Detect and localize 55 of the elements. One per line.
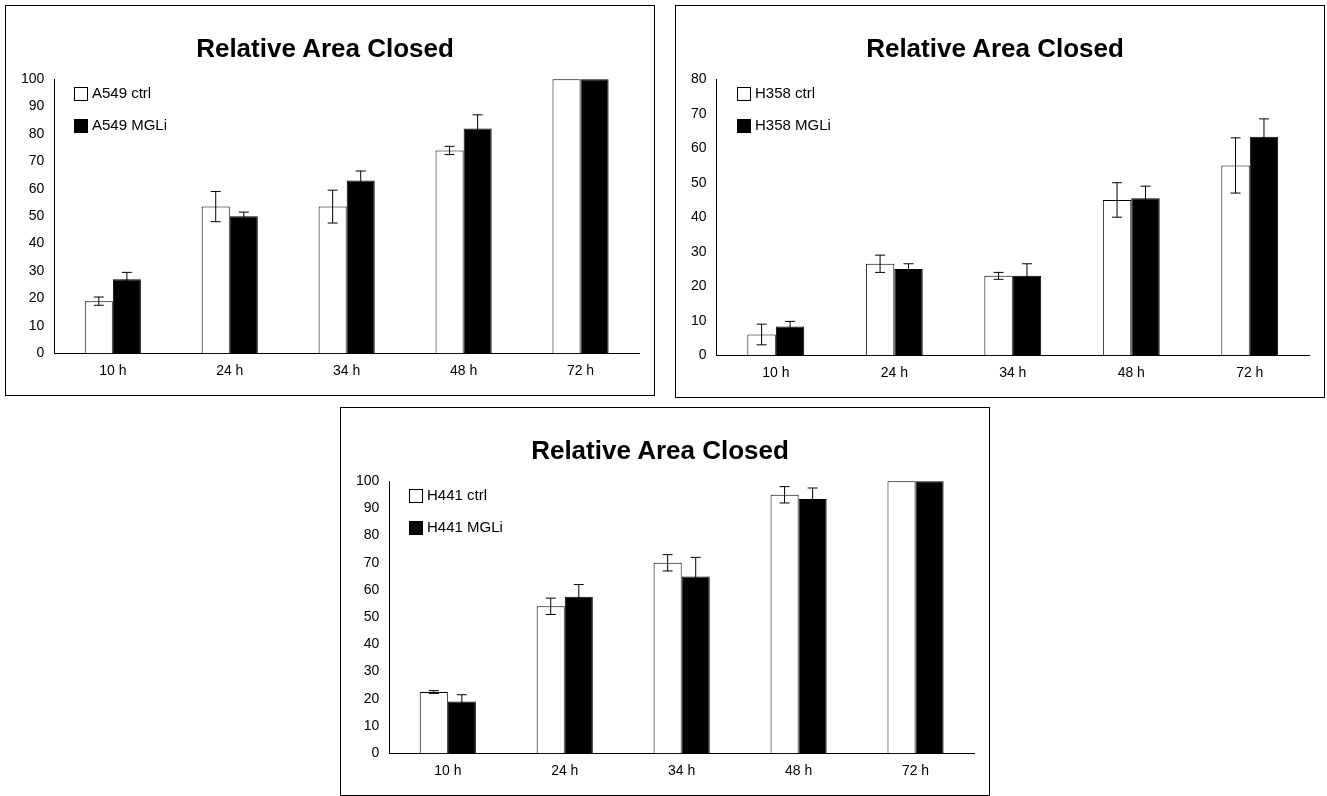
y-tick-label: 40 [28,234,45,251]
chart-title: Relative Area Closed [196,32,454,63]
x-tick-label: 24 h [880,364,908,381]
y-tick-label: 70 [363,553,380,570]
y-tick-label: 70 [690,104,707,121]
y-tick-label: 0 [36,344,45,361]
x-tick-label: 24 h [216,362,244,379]
x-tick-label: 48 h [449,362,478,379]
x-tick-label: 72 h [901,762,930,779]
x-tick-label: 34 h [999,364,1027,381]
y-tick-label: 10 [690,311,707,328]
y-tick-label: 20 [363,689,380,706]
chart-title: Relative Area Closed [531,434,789,465]
y-tick-label: 10 [363,716,380,733]
y-tick-label: 70 [28,152,45,169]
legend-label: H441 MGLi [427,518,503,536]
x-tick-label: 48 h [784,762,813,779]
y-tick-label: 100 [356,472,380,489]
y-tick-label: 50 [690,173,707,190]
x-tick-label: 10 h [99,362,127,379]
x-tick-label: 48 h [1117,364,1145,381]
x-tick-label: 24 h [551,762,579,779]
y-tick-label: 50 [363,608,380,625]
x-tick-label: 34 h [668,762,696,779]
y-tick-label: 0 [371,744,380,761]
y-tick-label: 60 [690,139,707,156]
chart-title: Relative Area Closed [866,32,1124,63]
y-tick-label: 60 [363,580,380,597]
x-tick-label: 10 h [434,762,462,779]
y-tick-label: 80 [690,70,707,87]
x-tick-label: 72 h [566,362,595,379]
y-tick-label: 30 [690,242,707,259]
y-tick-label: 40 [690,208,707,225]
y-tick-label: 60 [28,179,45,196]
legend-label: A549 ctrl [92,84,152,102]
x-tick-label: 34 h [333,362,361,379]
y-tick-label: 20 [690,277,707,294]
y-tick-label: 0 [698,346,707,363]
x-tick-label: 10 h [762,364,790,381]
y-tick-label: 20 [28,289,45,306]
y-tick-label: 40 [363,635,380,652]
y-tick-label: 80 [363,526,380,543]
y-tick-label: 30 [363,662,380,679]
y-tick-label: 30 [28,261,45,278]
y-tick-label: 90 [363,499,380,516]
legend-label: A549 MGLi [92,116,168,134]
legend-label: H358 ctrl [755,84,816,102]
y-tick-label: 10 [28,316,45,333]
y-tick-label: 50 [28,207,45,224]
legend-label: H358 MGLi [755,116,831,134]
legend-label: H441 ctrl [427,486,488,504]
x-tick-label: 72 h [1236,364,1264,381]
y-tick-label: 90 [28,97,45,114]
y-tick-label: 80 [28,124,45,141]
y-tick-label: 100 [21,70,45,87]
